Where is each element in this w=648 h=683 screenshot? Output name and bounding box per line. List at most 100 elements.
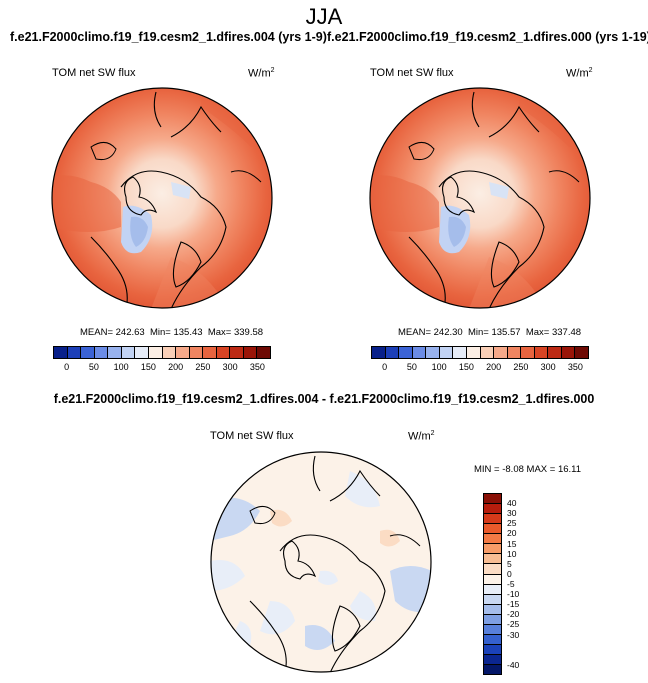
colorbar-tick-label: 0	[507, 568, 512, 579]
colorbar-tick-label: 150	[140, 362, 156, 372]
colorbar-swatch	[439, 347, 454, 358]
colorbar-swatch	[484, 665, 501, 675]
colorbar-swatch	[484, 574, 501, 585]
unit-label-diff: W/m2	[408, 430, 435, 443]
colorbar-swatch	[484, 614, 501, 625]
colorbar-tick-label: 25	[507, 518, 517, 529]
colorbar-tick-label: 100	[431, 362, 447, 372]
colorbar-swatch	[54, 347, 68, 358]
colorbar-tick-label: 350	[249, 362, 265, 372]
colorbar-swatch	[521, 347, 535, 358]
colorbar-tick-label: 350	[567, 362, 583, 372]
colorbar-swatch	[484, 624, 501, 635]
case-title-left: f.e21.F2000climo.f19_f19.cesm2_1.dfires.…	[10, 30, 327, 44]
colorbar-swatch	[484, 534, 501, 545]
colorbar-tick-label: 200	[486, 362, 502, 372]
variable-label-diff: TOM net SW flux	[210, 430, 294, 442]
colorbar-swatch	[484, 584, 501, 595]
colorbar-tick-label: 20	[507, 528, 517, 539]
colorbar-swatch	[94, 347, 109, 358]
unit-label-left: W/m2	[248, 67, 275, 80]
colorbar-tick-label: 150	[458, 362, 474, 372]
colorbar-tick-label: -15	[507, 599, 520, 610]
minmax-label-diff: MIN = -8.08 MAX = 16.11	[474, 464, 582, 475]
variable-label-right: TOM net SW flux	[370, 67, 454, 79]
colorbar-tick-label: -30	[507, 629, 520, 640]
colorbar-swatch	[484, 554, 501, 565]
colorbar-swatch	[484, 604, 501, 615]
colorbar-swatch	[426, 347, 440, 358]
case-title-right: f.e21.F2000climo.f19_f19.cesm2_1.dfires.…	[327, 30, 648, 44]
unit-label-right: W/m2	[566, 67, 593, 80]
colorbar-swatch	[243, 347, 258, 358]
colorbar-swatch	[575, 347, 588, 358]
colorbar-tick-label: -5	[507, 579, 515, 589]
colorbar-swatch	[385, 347, 400, 358]
colorbar-tick-label: 0	[382, 362, 388, 372]
colorbar-swatch	[484, 655, 501, 666]
stats-label-left: MEAN= 242.63 Min= 135.43 Max= 339.58	[80, 327, 264, 338]
main-title: JJA	[305, 4, 343, 29]
colorbar-tick-label: 10	[507, 548, 517, 559]
colorbar-swatch	[484, 634, 501, 645]
colorbar-tick-label: 300	[540, 362, 556, 372]
colorbar-tick-label: 15	[507, 538, 517, 549]
colorbar-tick-label: 40	[507, 498, 517, 509]
colorbar-swatch	[162, 347, 177, 358]
colorbar-swatch	[484, 644, 501, 655]
case-title-diff: f.e21.F2000climo.f19_f19.cesm2_1.dfires.…	[53, 392, 595, 406]
colorbar-tick-label: -20	[507, 609, 520, 620]
colorbar-swatch	[148, 347, 163, 358]
polar-map-left	[51, 87, 273, 309]
colorbar-swatch	[216, 347, 231, 358]
colorbar-swatch	[453, 347, 467, 358]
stats-label-right: MEAN= 242.30 Min= 135.57 Max= 337.48	[398, 327, 582, 338]
colorbar-swatch	[412, 347, 427, 358]
variable-label-left: TOM net SW flux	[52, 67, 136, 79]
colorbar-swatch	[203, 347, 217, 358]
colorbar-right	[371, 346, 589, 359]
colorbar-tick-label: 200	[168, 362, 184, 372]
colorbar-tick-label: 50	[406, 362, 417, 372]
polar-map-right	[369, 87, 591, 309]
colorbar-swatch	[534, 347, 549, 358]
colorbar-swatch	[480, 347, 495, 358]
colorbar-swatch	[484, 504, 501, 515]
colorbar-swatch	[372, 347, 386, 358]
colorbar-left	[53, 346, 271, 359]
colorbar-swatch	[484, 544, 501, 555]
colorbar-swatch	[484, 564, 501, 575]
colorbar-swatch	[176, 347, 190, 358]
colorbar-swatch	[507, 347, 522, 358]
colorbar-tick-label: 30	[507, 508, 517, 519]
colorbar-swatch	[484, 594, 501, 605]
colorbar-tick-label: 100	[113, 362, 129, 372]
colorbar-swatch	[484, 524, 501, 535]
colorbar-swatch	[135, 347, 149, 358]
colorbar-swatch	[561, 347, 576, 358]
colorbar-swatch	[121, 347, 136, 358]
colorbar-tick-label: -10	[507, 589, 520, 600]
colorbar-swatch	[230, 347, 244, 358]
colorbar-swatch	[81, 347, 95, 358]
colorbar-ticks-left: 0 50 100 150 200 250 300 350	[53, 362, 271, 374]
colorbar-swatch	[494, 347, 508, 358]
colorbar-diff	[483, 493, 502, 675]
colorbar-ticks-right: 0 50 100 150 200 250 300 350	[371, 362, 589, 374]
colorbar-tick-label: 0	[64, 362, 70, 372]
colorbar-tick-label: -25	[507, 619, 520, 630]
colorbar-swatch	[108, 347, 122, 358]
colorbar-swatch	[257, 347, 270, 358]
colorbar-tick-label: 300	[222, 362, 238, 372]
colorbar-swatch	[67, 347, 82, 358]
colorbar-swatch	[399, 347, 413, 358]
colorbar-swatch	[548, 347, 562, 358]
colorbar-tick-label: 5	[507, 558, 512, 569]
colorbar-tick-label: 250	[195, 362, 211, 372]
colorbar-tick-label: -40	[507, 659, 520, 670]
colorbar-swatch	[484, 494, 501, 505]
colorbar-tick-label: 250	[513, 362, 529, 372]
colorbar-swatch	[484, 514, 501, 525]
polar-map-diff	[210, 451, 432, 673]
colorbar-ticks-diff: 40 30 25 20 15 10 5 0 -5 -10 -15 -20 -25 -30 -40	[507, 493, 537, 675]
